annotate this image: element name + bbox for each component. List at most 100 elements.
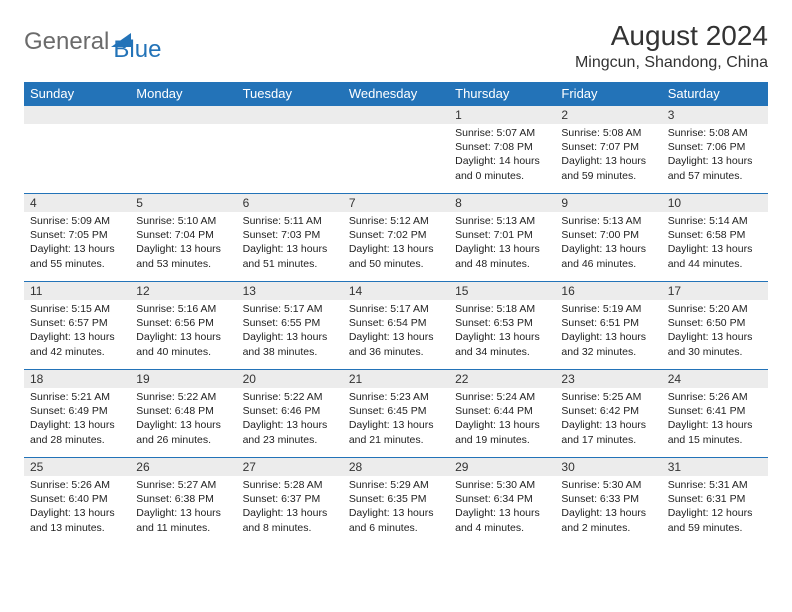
- day-content: Sunrise: 5:31 AMSunset: 6:31 PMDaylight:…: [662, 476, 768, 539]
- day-number: 3: [662, 106, 768, 124]
- day-cell: 13Sunrise: 5:17 AMSunset: 6:55 PMDayligh…: [237, 282, 343, 370]
- day-content: Sunrise: 5:15 AMSunset: 6:57 PMDaylight:…: [24, 300, 130, 363]
- day-content: Sunrise: 5:07 AMSunset: 7:08 PMDaylight:…: [449, 124, 555, 187]
- day-cell: 21Sunrise: 5:23 AMSunset: 6:45 PMDayligh…: [343, 370, 449, 458]
- week-row: 1Sunrise: 5:07 AMSunset: 7:08 PMDaylight…: [24, 106, 768, 194]
- day-cell: 9Sunrise: 5:13 AMSunset: 7:00 PMDaylight…: [555, 194, 661, 282]
- day-number: 20: [237, 370, 343, 388]
- logo-text-1: General: [24, 28, 109, 56]
- month-title: August 2024: [575, 20, 768, 52]
- day-cell: 10Sunrise: 5:14 AMSunset: 6:58 PMDayligh…: [662, 194, 768, 282]
- day-cell: [130, 106, 236, 194]
- day-header-monday: Monday: [130, 82, 236, 106]
- day-cell: 17Sunrise: 5:20 AMSunset: 6:50 PMDayligh…: [662, 282, 768, 370]
- day-content: Sunrise: 5:16 AMSunset: 6:56 PMDaylight:…: [130, 300, 236, 363]
- day-cell: 20Sunrise: 5:22 AMSunset: 6:46 PMDayligh…: [237, 370, 343, 458]
- header: General Blue August 2024 Mingcun, Shando…: [24, 20, 768, 72]
- day-content: Sunrise: 5:27 AMSunset: 6:38 PMDaylight:…: [130, 476, 236, 539]
- day-header-thursday: Thursday: [449, 82, 555, 106]
- day-cell: 3Sunrise: 5:08 AMSunset: 7:06 PMDaylight…: [662, 106, 768, 194]
- day-content: Sunrise: 5:26 AMSunset: 6:40 PMDaylight:…: [24, 476, 130, 539]
- week-row: 11Sunrise: 5:15 AMSunset: 6:57 PMDayligh…: [24, 282, 768, 370]
- day-cell: 27Sunrise: 5:28 AMSunset: 6:37 PMDayligh…: [237, 458, 343, 546]
- day-number: 29: [449, 458, 555, 476]
- day-number: 24: [662, 370, 768, 388]
- week-row: 25Sunrise: 5:26 AMSunset: 6:40 PMDayligh…: [24, 458, 768, 546]
- day-number: 12: [130, 282, 236, 300]
- day-cell: [24, 106, 130, 194]
- day-cell: 25Sunrise: 5:26 AMSunset: 6:40 PMDayligh…: [24, 458, 130, 546]
- day-number: 2: [555, 106, 661, 124]
- day-number: 22: [449, 370, 555, 388]
- day-content: Sunrise: 5:09 AMSunset: 7:05 PMDaylight:…: [24, 212, 130, 275]
- day-header-row: SundayMondayTuesdayWednesdayThursdayFrid…: [24, 82, 768, 106]
- day-cell: 4Sunrise: 5:09 AMSunset: 7:05 PMDaylight…: [24, 194, 130, 282]
- day-cell: 7Sunrise: 5:12 AMSunset: 7:02 PMDaylight…: [343, 194, 449, 282]
- day-content: Sunrise: 5:14 AMSunset: 6:58 PMDaylight:…: [662, 212, 768, 275]
- day-content: Sunrise: 5:11 AMSunset: 7:03 PMDaylight:…: [237, 212, 343, 275]
- day-number-empty: [237, 106, 343, 124]
- day-number: 17: [662, 282, 768, 300]
- day-cell: [237, 106, 343, 194]
- calendar-table: SundayMondayTuesdayWednesdayThursdayFrid…: [24, 82, 768, 546]
- day-header-wednesday: Wednesday: [343, 82, 449, 106]
- day-cell: 28Sunrise: 5:29 AMSunset: 6:35 PMDayligh…: [343, 458, 449, 546]
- day-cell: 11Sunrise: 5:15 AMSunset: 6:57 PMDayligh…: [24, 282, 130, 370]
- day-number: 11: [24, 282, 130, 300]
- location: Mingcun, Shandong, China: [575, 54, 768, 72]
- calendar-body: 1Sunrise: 5:07 AMSunset: 7:08 PMDaylight…: [24, 106, 768, 546]
- day-cell: 23Sunrise: 5:25 AMSunset: 6:42 PMDayligh…: [555, 370, 661, 458]
- day-cell: 18Sunrise: 5:21 AMSunset: 6:49 PMDayligh…: [24, 370, 130, 458]
- day-content: Sunrise: 5:21 AMSunset: 6:49 PMDaylight:…: [24, 388, 130, 451]
- day-cell: 14Sunrise: 5:17 AMSunset: 6:54 PMDayligh…: [343, 282, 449, 370]
- day-number: 19: [130, 370, 236, 388]
- day-number: 26: [130, 458, 236, 476]
- day-number: 10: [662, 194, 768, 212]
- day-content: Sunrise: 5:18 AMSunset: 6:53 PMDaylight:…: [449, 300, 555, 363]
- day-cell: 26Sunrise: 5:27 AMSunset: 6:38 PMDayligh…: [130, 458, 236, 546]
- day-cell: 19Sunrise: 5:22 AMSunset: 6:48 PMDayligh…: [130, 370, 236, 458]
- day-number: 25: [24, 458, 130, 476]
- day-content: Sunrise: 5:19 AMSunset: 6:51 PMDaylight:…: [555, 300, 661, 363]
- day-content: Sunrise: 5:08 AMSunset: 7:06 PMDaylight:…: [662, 124, 768, 187]
- day-cell: 8Sunrise: 5:13 AMSunset: 7:01 PMDaylight…: [449, 194, 555, 282]
- day-number: 31: [662, 458, 768, 476]
- day-cell: 15Sunrise: 5:18 AMSunset: 6:53 PMDayligh…: [449, 282, 555, 370]
- day-cell: 16Sunrise: 5:19 AMSunset: 6:51 PMDayligh…: [555, 282, 661, 370]
- day-content: Sunrise: 5:30 AMSunset: 6:34 PMDaylight:…: [449, 476, 555, 539]
- day-content: Sunrise: 5:23 AMSunset: 6:45 PMDaylight:…: [343, 388, 449, 451]
- day-content: Sunrise: 5:17 AMSunset: 6:54 PMDaylight:…: [343, 300, 449, 363]
- day-cell: 12Sunrise: 5:16 AMSunset: 6:56 PMDayligh…: [130, 282, 236, 370]
- day-cell: 2Sunrise: 5:08 AMSunset: 7:07 PMDaylight…: [555, 106, 661, 194]
- day-header-saturday: Saturday: [662, 82, 768, 106]
- day-number: 6: [237, 194, 343, 212]
- day-number: 18: [24, 370, 130, 388]
- logo-text-2: Blue: [113, 36, 161, 63]
- day-number: 16: [555, 282, 661, 300]
- day-cell: 24Sunrise: 5:26 AMSunset: 6:41 PMDayligh…: [662, 370, 768, 458]
- day-number: 28: [343, 458, 449, 476]
- week-row: 18Sunrise: 5:21 AMSunset: 6:49 PMDayligh…: [24, 370, 768, 458]
- day-cell: 1Sunrise: 5:07 AMSunset: 7:08 PMDaylight…: [449, 106, 555, 194]
- day-content: Sunrise: 5:22 AMSunset: 6:46 PMDaylight:…: [237, 388, 343, 451]
- day-number: 7: [343, 194, 449, 212]
- day-number: 30: [555, 458, 661, 476]
- day-header-tuesday: Tuesday: [237, 82, 343, 106]
- day-number: 15: [449, 282, 555, 300]
- day-number: 23: [555, 370, 661, 388]
- day-number: 13: [237, 282, 343, 300]
- day-content: Sunrise: 5:30 AMSunset: 6:33 PMDaylight:…: [555, 476, 661, 539]
- day-number-empty: [343, 106, 449, 124]
- day-header-sunday: Sunday: [24, 82, 130, 106]
- day-cell: 22Sunrise: 5:24 AMSunset: 6:44 PMDayligh…: [449, 370, 555, 458]
- day-content: Sunrise: 5:24 AMSunset: 6:44 PMDaylight:…: [449, 388, 555, 451]
- day-content: Sunrise: 5:26 AMSunset: 6:41 PMDaylight:…: [662, 388, 768, 451]
- logo: General Blue: [24, 20, 161, 64]
- day-number: 14: [343, 282, 449, 300]
- day-number: 8: [449, 194, 555, 212]
- day-content: Sunrise: 5:13 AMSunset: 7:01 PMDaylight:…: [449, 212, 555, 275]
- week-row: 4Sunrise: 5:09 AMSunset: 7:05 PMDaylight…: [24, 194, 768, 282]
- day-number-empty: [24, 106, 130, 124]
- day-number-empty: [130, 106, 236, 124]
- day-cell: 30Sunrise: 5:30 AMSunset: 6:33 PMDayligh…: [555, 458, 661, 546]
